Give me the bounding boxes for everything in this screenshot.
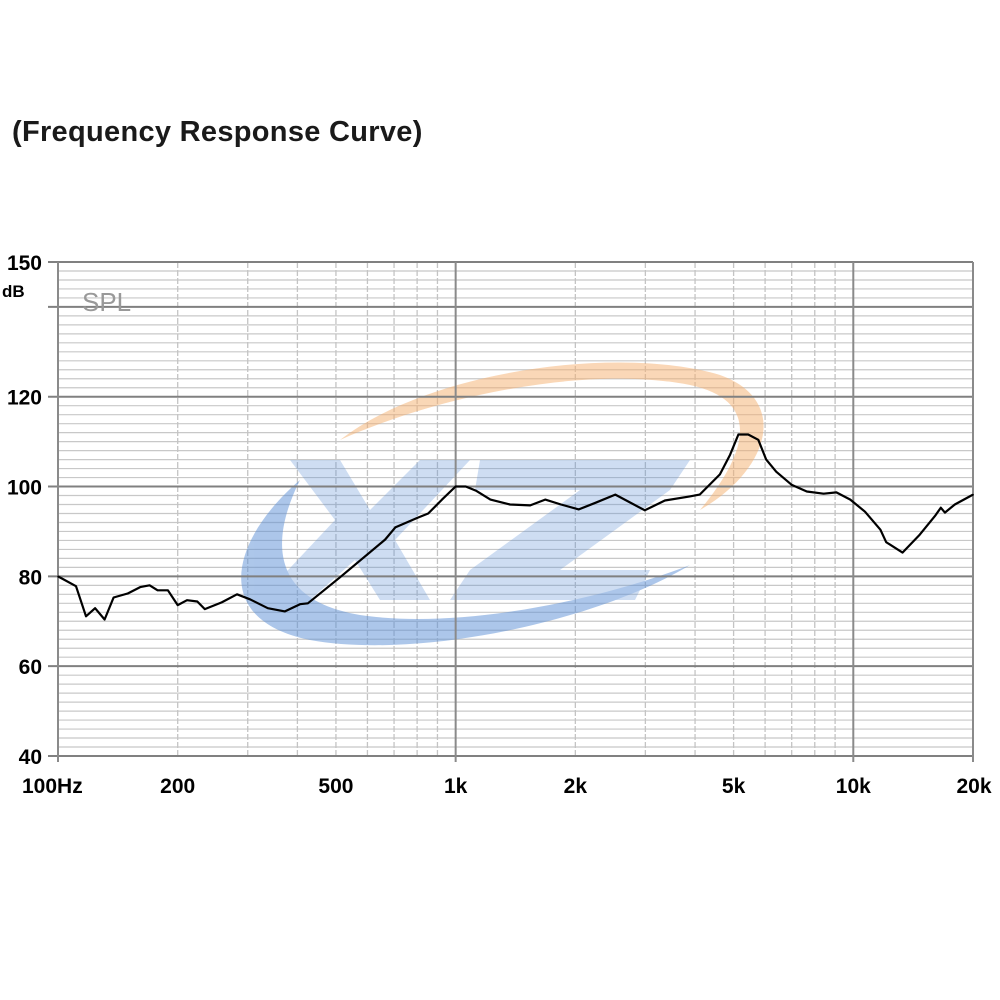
watermark-blue-swoosh bbox=[241, 480, 690, 646]
spl-data-point bbox=[236, 593, 238, 596]
spl-data-point bbox=[284, 610, 286, 613]
spl-data-point bbox=[127, 592, 129, 595]
x-tick-label: 20k bbox=[956, 775, 991, 798]
spl-data-point bbox=[441, 498, 443, 501]
spl-label: SPL bbox=[82, 287, 131, 317]
spl-data-point bbox=[384, 538, 386, 541]
spl-data-point bbox=[919, 533, 921, 536]
spl-data-point bbox=[112, 596, 115, 599]
spl-data-point bbox=[775, 470, 778, 473]
spl-data-point bbox=[249, 598, 251, 601]
x-tick-label: 500 bbox=[318, 775, 353, 798]
spl-data-point bbox=[806, 490, 808, 493]
spl-data-point bbox=[757, 439, 760, 441]
spl-data-point bbox=[849, 498, 852, 501]
spl-data-point bbox=[790, 483, 793, 486]
y-tick-label: 100 bbox=[7, 477, 42, 500]
x-tick-label: 200 bbox=[160, 775, 195, 798]
spl-data-point bbox=[643, 509, 646, 512]
spl-data-point bbox=[901, 551, 904, 554]
tick-labels: 150 120 100 80 60 40 100Hz 200 500 1k 2k 5k 10k 20k bbox=[7, 252, 992, 798]
spl-data-point bbox=[307, 602, 309, 605]
spl-data-point bbox=[822, 492, 825, 495]
spl-data-point bbox=[417, 516, 419, 519]
spl-data-point bbox=[972, 493, 974, 496]
spl-data-point bbox=[737, 433, 740, 436]
spl-data-point bbox=[196, 600, 199, 603]
spl-data-point bbox=[489, 498, 492, 501]
x-tick-label: 5k bbox=[722, 775, 746, 798]
chart-title: (Frequency Response Curve) bbox=[12, 116, 423, 148]
spl-data-point bbox=[139, 586, 142, 588]
spl-data-point bbox=[864, 510, 866, 513]
spl-data-point bbox=[94, 607, 96, 610]
spl-data-point bbox=[614, 493, 617, 496]
x-tick-label: 10k bbox=[836, 775, 871, 798]
spl-data-point bbox=[57, 575, 59, 578]
spl-data-point bbox=[85, 615, 87, 618]
y-tick-label: 40 bbox=[19, 746, 42, 769]
spl-data-point bbox=[339, 576, 341, 579]
watermark-orange-swoosh bbox=[340, 362, 764, 510]
watermark-logo bbox=[241, 362, 764, 646]
spl-data-point bbox=[529, 504, 532, 507]
spl-data-point bbox=[167, 589, 169, 592]
spl-data-point bbox=[688, 495, 691, 498]
x-tick-label: 100Hz bbox=[22, 775, 83, 798]
spl-data-point bbox=[220, 601, 223, 604]
spl-data-point bbox=[103, 618, 106, 621]
spl-data-point bbox=[454, 485, 457, 488]
spl-data-point bbox=[664, 499, 666, 502]
spl-data-point bbox=[394, 526, 397, 529]
spl-data-point bbox=[475, 489, 477, 492]
spl-data-point bbox=[560, 503, 562, 506]
spl-data-point bbox=[719, 473, 721, 476]
grid bbox=[58, 262, 973, 756]
spl-data-point bbox=[267, 607, 269, 610]
spl-data-point bbox=[885, 541, 888, 544]
spl-data-point bbox=[176, 604, 179, 606]
spl-data-point bbox=[148, 584, 151, 587]
spl-data-point bbox=[747, 433, 749, 436]
spl-data-point bbox=[835, 491, 838, 494]
spl-data-point bbox=[577, 508, 580, 511]
spl-data-point bbox=[934, 514, 937, 517]
y-tick-label: 150 bbox=[7, 252, 42, 275]
spl-data-point bbox=[509, 503, 511, 506]
spl-data-point bbox=[594, 501, 597, 504]
y-tick-label: 60 bbox=[19, 656, 42, 679]
spl-data-point bbox=[879, 528, 882, 531]
spl-data-point bbox=[156, 589, 159, 592]
axes bbox=[48, 261, 974, 762]
x-tick-label: 2k bbox=[564, 775, 588, 798]
spl-data-point bbox=[464, 485, 467, 488]
spl-data-point bbox=[765, 458, 768, 461]
spl-data-point bbox=[940, 506, 942, 509]
spl-data-point bbox=[75, 585, 77, 588]
spl-data-point bbox=[299, 603, 301, 606]
x-tick-label: 1k bbox=[444, 775, 468, 798]
y-unit-label: dB bbox=[2, 282, 25, 301]
y-tick-label: 80 bbox=[19, 566, 42, 589]
spl-data-point bbox=[944, 511, 946, 514]
spl-data-point bbox=[729, 453, 731, 456]
spl-data-point bbox=[954, 503, 956, 506]
y-tick-label: 120 bbox=[7, 387, 42, 410]
spl-data-point bbox=[186, 599, 188, 601]
spl-data-point bbox=[698, 493, 701, 496]
watermark-blue-letter-shapes bbox=[260, 460, 690, 600]
spl-data-point bbox=[427, 512, 429, 515]
spl-data-point bbox=[544, 498, 547, 501]
spl-data-point bbox=[204, 608, 206, 610]
